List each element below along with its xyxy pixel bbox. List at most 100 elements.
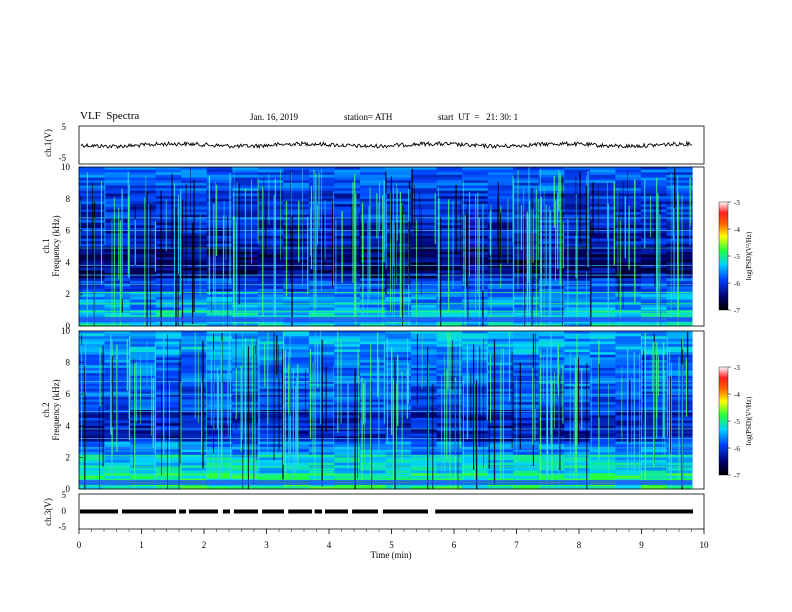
- ch2-spec-cell: [130, 373, 157, 377]
- ch2-spec-cell: [79, 425, 106, 429]
- ch1-spec-cell: [666, 259, 693, 263]
- ch2-spec-cell: [615, 483, 642, 487]
- ch1-spec-cell: [130, 172, 157, 176]
- ch1-spec-cell: [513, 280, 540, 284]
- ch1-spec-cell: [436, 188, 463, 192]
- ch3-trace-gap: [348, 509, 353, 514]
- ch2-spec-cell: [385, 399, 412, 403]
- ch2-spec-cell: [79, 462, 106, 466]
- ch1-spec-cell: [666, 296, 693, 300]
- ch1-spec-cell: [436, 180, 463, 184]
- ch1-spec-cell: [308, 323, 335, 327]
- ch2-spec-cell: [462, 352, 489, 356]
- ch1-spec-cell: [513, 212, 540, 216]
- ch1-spec-cell: [360, 278, 387, 282]
- ch2-spec-cell: [79, 415, 106, 419]
- ch1-spec-cell: [589, 294, 616, 298]
- ch2-spec-cell: [615, 396, 642, 400]
- ch2-spec-cell: [615, 336, 642, 340]
- ch2-spec-cell: [155, 423, 182, 427]
- ch1-spec-cell: [436, 315, 463, 319]
- ch2-spec-cell: [666, 475, 693, 479]
- ch1-spec-cell: [538, 222, 565, 226]
- ch1-spec-cell: [130, 275, 157, 279]
- ch1-spec-cell: [411, 323, 438, 327]
- ch2-spec-cell: [666, 399, 693, 403]
- ch2-spec-cell: [513, 457, 540, 461]
- x-tick-label: 8: [577, 540, 582, 550]
- ch1-spec-cell: [257, 214, 284, 218]
- ch2-spec-cell: [462, 467, 489, 471]
- ch1-spec-cell: [206, 257, 233, 261]
- ch1-spec-cell: [104, 270, 131, 274]
- ch2-spec-cell: [589, 357, 616, 361]
- ch1-spec-cell: [257, 201, 284, 205]
- ch2-spec-cell: [257, 402, 284, 406]
- ch1-spec-cell: [615, 291, 642, 295]
- ch1-spec-cell: [385, 241, 412, 245]
- ch1-spec-cell: [589, 222, 616, 226]
- ch2-spec-cell: [360, 386, 387, 390]
- ch2-spec-cell: [181, 357, 208, 361]
- ch2-spec-cell: [615, 439, 642, 442]
- ch2-spec-cell: [155, 402, 182, 406]
- ch1-spec-cell: [385, 254, 412, 258]
- ch2-spec-cell: [538, 331, 565, 334]
- ch1-spec-cell: [155, 320, 182, 324]
- ch2-spec-cell: [615, 449, 642, 453]
- ch1-spec-cell: [283, 270, 310, 274]
- ch1-spec-cell: [640, 320, 667, 324]
- ch1-spec-cell: [104, 188, 131, 192]
- ch2-spec-cell: [206, 467, 233, 471]
- ch2-spec-cell: [411, 352, 438, 356]
- ch1-spec-cell: [385, 299, 412, 303]
- ch1-spec-cell: [360, 190, 387, 194]
- ch1-spec-cell: [257, 280, 284, 284]
- ch1-spec-cell: [155, 296, 182, 300]
- ch2-spec-cell: [130, 338, 157, 342]
- x-tick-label: 3: [264, 540, 269, 550]
- ch1-spec-cell: [411, 193, 438, 197]
- ch2-spec-cell: [615, 383, 642, 387]
- ch2-spec-cell: [130, 367, 157, 371]
- ch1-spec-cell: [104, 190, 131, 194]
- ch1-spec-cell: [589, 238, 616, 242]
- ch2-spec-cell: [155, 381, 182, 384]
- ch1-spec-cell: [589, 172, 616, 176]
- ch1-spec-cell: [257, 278, 284, 282]
- ch2-spec-cell: [104, 454, 131, 458]
- y-tick-label: 0: [66, 321, 71, 331]
- ch1-spec-cell: [666, 222, 693, 226]
- ch1-spec-cell: [360, 201, 387, 205]
- ch1-spec-cell: [564, 188, 591, 192]
- ch1-spec-cell: [155, 227, 182, 231]
- ch1-spec-cell: [283, 307, 310, 311]
- ch1-spec-cell: [385, 307, 412, 311]
- ch1-spec-cell: [257, 262, 284, 266]
- ch1-spec-cell: [360, 323, 387, 327]
- ch2-spec-cell: [181, 338, 208, 342]
- ch1-spec-cell: [615, 190, 642, 194]
- ch1-spec-cell: [334, 312, 361, 316]
- ch1-spec-cell: [589, 185, 616, 189]
- ch1-spec-cell: [257, 196, 284, 200]
- ch1-spec-cell: [462, 312, 489, 316]
- ch1-spec-cell: [385, 262, 412, 266]
- ch2-spec-cell: [513, 346, 540, 350]
- ch1-spec-cell: [589, 251, 616, 255]
- ch1-spec-cell: [385, 196, 412, 200]
- ch1-spec-cell: [104, 320, 131, 324]
- ch2-spec-cell: [206, 439, 233, 442]
- ch1-spec-cell: [436, 249, 463, 253]
- ch2-spec-cell: [360, 360, 387, 363]
- ch2-spec-cell: [462, 331, 489, 334]
- ch2-spec-cell: [360, 383, 387, 387]
- ch2-spec-cell: [615, 367, 642, 371]
- ch1-spec-cell: [436, 193, 463, 197]
- ch1-spec-cell: [155, 278, 182, 282]
- ch1-spec-cell: [513, 235, 540, 239]
- ch2-spec-cell: [155, 457, 182, 461]
- ch1-spec-cell: [538, 288, 565, 292]
- ch1-spec-cell: [589, 190, 616, 194]
- ch1-spec-cell: [411, 230, 438, 234]
